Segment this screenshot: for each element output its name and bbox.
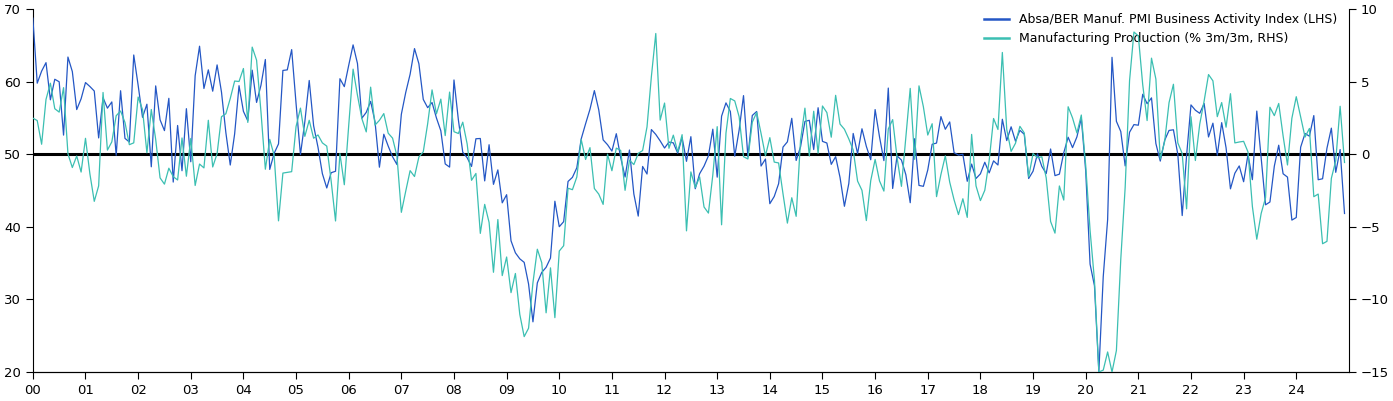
Legend: Absa/BER Manuf. PMI Business Activity Index (LHS), Manufacturing Production (% 3: Absa/BER Manuf. PMI Business Activity In… xyxy=(979,8,1343,51)
